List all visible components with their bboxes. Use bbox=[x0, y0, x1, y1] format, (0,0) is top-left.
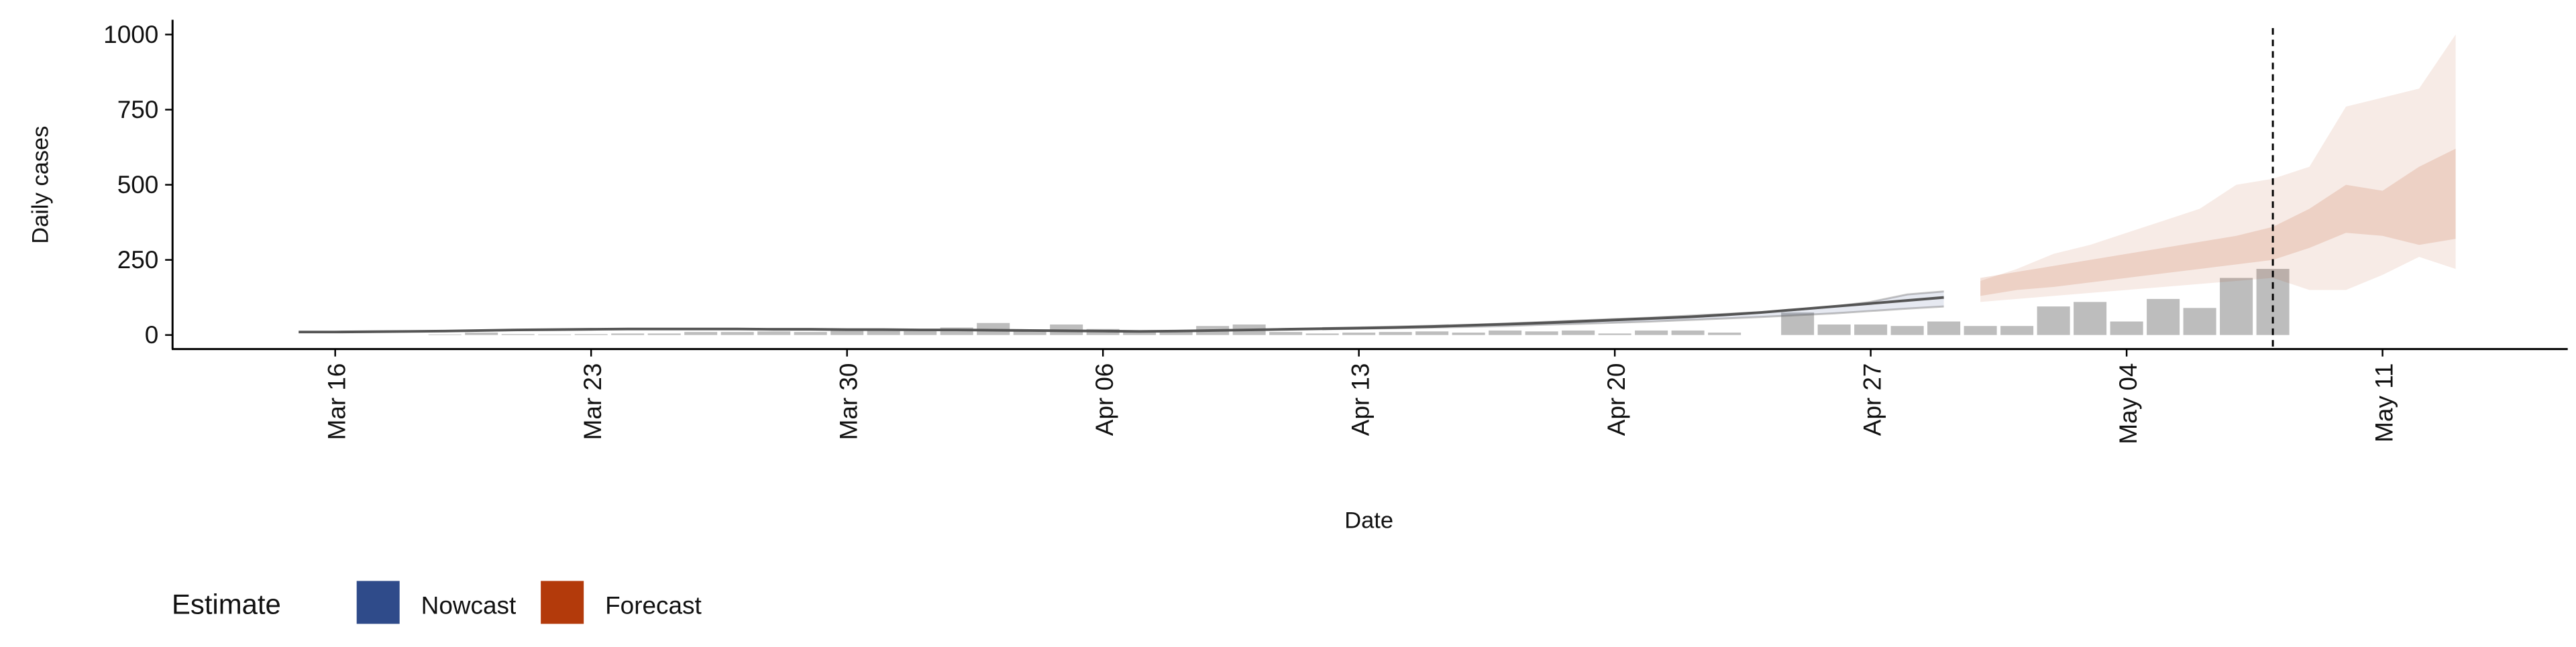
x-axis-label: Date bbox=[1344, 508, 1393, 534]
bar bbox=[2220, 278, 2253, 335]
ribbon bbox=[1980, 148, 2456, 296]
bar bbox=[1817, 324, 1851, 335]
x-tick-label: May 04 bbox=[2114, 363, 2142, 445]
bar bbox=[1964, 326, 1997, 335]
bar bbox=[647, 333, 681, 335]
bar bbox=[1269, 332, 1303, 335]
bar bbox=[1305, 333, 1339, 335]
bar bbox=[1708, 333, 1741, 335]
bar bbox=[904, 330, 937, 335]
y-tick-label: 1000 bbox=[103, 21, 158, 48]
bar bbox=[1123, 332, 1157, 335]
x-tick-label: Apr 06 bbox=[1091, 363, 1118, 436]
y-tick-label: 250 bbox=[117, 246, 159, 274]
bar bbox=[1927, 321, 1961, 335]
x-tick-label: Apr 20 bbox=[1603, 363, 1630, 436]
y-tick-label: 750 bbox=[117, 96, 159, 123]
bar bbox=[684, 332, 718, 335]
bar bbox=[2256, 269, 2290, 335]
bar bbox=[1452, 333, 1485, 335]
bar bbox=[2037, 306, 2070, 335]
x-tick-label: Mar 23 bbox=[579, 363, 606, 440]
bar bbox=[1854, 324, 1888, 335]
bar bbox=[2110, 321, 2143, 335]
bar bbox=[1598, 333, 1631, 335]
median-line bbox=[299, 296, 1944, 334]
bar bbox=[1671, 330, 1705, 335]
bar bbox=[720, 332, 754, 335]
x-tick-label: Apr 27 bbox=[1858, 363, 1886, 436]
legend-title: Estimate bbox=[172, 589, 281, 620]
y-tick-label: 0 bbox=[145, 321, 159, 349]
bar bbox=[1342, 333, 1376, 335]
bar bbox=[1525, 331, 1558, 335]
bar bbox=[794, 332, 827, 335]
bar bbox=[611, 333, 645, 335]
bar bbox=[465, 333, 498, 335]
bar bbox=[867, 330, 900, 335]
y-tick-label: 500 bbox=[117, 171, 159, 198]
legend-swatch bbox=[541, 581, 584, 624]
bar bbox=[574, 334, 608, 335]
bar bbox=[501, 334, 535, 335]
bar bbox=[2074, 302, 2107, 335]
x-tick-label: Apr 13 bbox=[1346, 363, 1374, 436]
bar bbox=[1635, 330, 1668, 335]
bar bbox=[2183, 308, 2216, 335]
bar bbox=[1013, 330, 1046, 335]
bar bbox=[2000, 326, 2034, 335]
legend-swatch bbox=[356, 581, 400, 624]
bar bbox=[940, 327, 973, 335]
bar bbox=[1489, 330, 1522, 335]
bar bbox=[1781, 312, 1815, 335]
bar bbox=[1379, 332, 1412, 335]
legend-label: Forecast bbox=[605, 592, 702, 620]
bar bbox=[1890, 326, 1924, 335]
bar bbox=[830, 329, 864, 335]
y-axis-label: Daily cases bbox=[28, 126, 53, 244]
ribbon bbox=[1980, 34, 2456, 302]
x-tick-label: Mar 16 bbox=[323, 363, 350, 440]
bar bbox=[1562, 330, 1595, 335]
bar bbox=[1159, 331, 1193, 335]
x-tick-label: May 11 bbox=[2370, 363, 2398, 443]
bar bbox=[2147, 298, 2180, 335]
ribbon bbox=[1322, 291, 1944, 330]
x-tick-label: Mar 30 bbox=[835, 363, 862, 440]
bar bbox=[757, 331, 791, 335]
bar bbox=[1415, 331, 1449, 335]
legend-label: Nowcast bbox=[421, 592, 517, 620]
